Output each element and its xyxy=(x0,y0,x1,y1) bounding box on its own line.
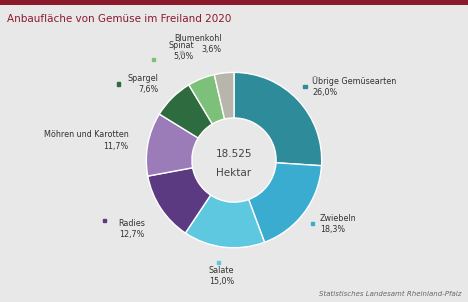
Bar xyxy=(303,85,307,88)
Bar xyxy=(180,51,183,54)
Wedge shape xyxy=(159,85,212,138)
Text: Zwiebeln
18,3%: Zwiebeln 18,3% xyxy=(320,214,357,234)
Text: Statistisches Landesamt Rheinland-Pfalz: Statistisches Landesamt Rheinland-Pfalz xyxy=(319,291,461,297)
Text: Spargel
7,6%: Spargel 7,6% xyxy=(128,74,159,94)
Text: Hektar: Hektar xyxy=(216,168,252,178)
Text: Salate
15,0%: Salate 15,0% xyxy=(209,266,234,286)
Bar xyxy=(103,219,106,222)
Text: Radies
12,7%: Radies 12,7% xyxy=(118,219,145,239)
Bar xyxy=(87,139,90,142)
Wedge shape xyxy=(189,75,225,124)
Wedge shape xyxy=(148,168,211,233)
Wedge shape xyxy=(214,72,234,119)
Text: Blumenkohl
3,6%: Blumenkohl 3,6% xyxy=(175,34,222,54)
Wedge shape xyxy=(146,114,198,176)
Bar xyxy=(117,82,120,85)
Wedge shape xyxy=(185,195,264,248)
Text: 18.525: 18.525 xyxy=(216,149,252,159)
Text: Anbaufläche von Gemüse im Freiland 2020: Anbaufläche von Gemüse im Freiland 2020 xyxy=(7,14,231,24)
Text: Spinat
5,0%: Spinat 5,0% xyxy=(168,41,194,61)
Text: Übrige Gemüsearten
26,0%: Übrige Gemüsearten 26,0% xyxy=(312,76,396,97)
Wedge shape xyxy=(234,72,322,166)
Wedge shape xyxy=(249,163,322,242)
Bar xyxy=(152,58,155,61)
Text: Möhren und Karotten
11,7%: Möhren und Karotten 11,7% xyxy=(44,130,129,150)
Bar xyxy=(311,222,314,226)
Bar xyxy=(217,261,219,264)
